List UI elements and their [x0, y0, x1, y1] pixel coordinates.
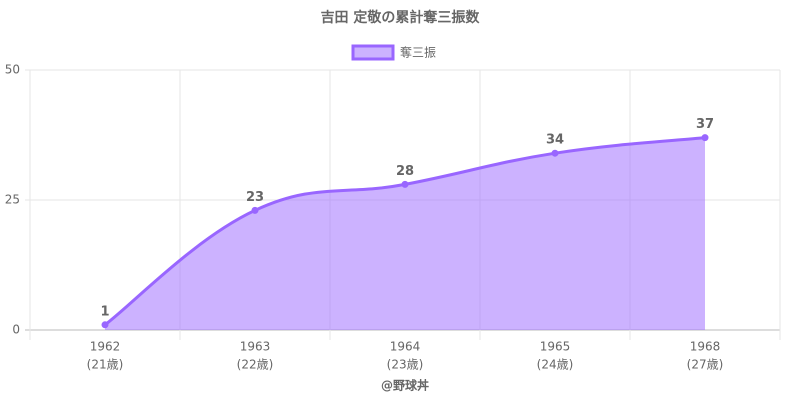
point [551, 149, 559, 157]
x-tick-label: 1962 [90, 340, 121, 354]
x-tick-sublabel: (23歳) [387, 358, 424, 372]
y-tick-label: 25 [5, 193, 20, 207]
legend-label: 奪三振 [400, 45, 436, 60]
area [105, 137, 705, 330]
x-tick-sublabel: (24歳) [537, 358, 574, 372]
point [701, 134, 709, 142]
data-label: 1 [100, 304, 109, 319]
data-label: 34 [546, 133, 564, 148]
x-tick-label: 1965 [540, 340, 571, 354]
y-tick-label: 0 [12, 323, 20, 337]
data-label: 23 [246, 190, 264, 205]
x-tick-label: 1964 [390, 340, 421, 354]
data-label: 28 [396, 164, 414, 179]
point [251, 206, 259, 214]
legend-swatch [351, 44, 395, 61]
x-tick-sublabel: (21歳) [87, 358, 124, 372]
x-tick-label: 1963 [240, 340, 271, 354]
y-tick-label: 50 [5, 63, 20, 77]
data-label: 37 [696, 117, 714, 132]
point [401, 180, 409, 188]
x-axis-label: @野球丼 [381, 378, 429, 393]
x-tick-sublabel: (27歳) [687, 358, 724, 372]
x-tick-sublabel: (22歳) [237, 358, 274, 372]
x-tick-label: 1968 [690, 340, 721, 354]
point [101, 321, 109, 329]
chart-title: 吉田 定敬の累計奪三振数 [321, 9, 481, 26]
